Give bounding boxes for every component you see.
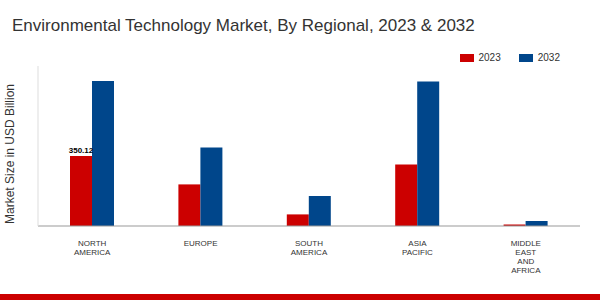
html-text:2023: 2023 bbox=[478, 52, 501, 63]
svg-text:MIDDLEEASTANDAFRICA: MIDDLEEASTANDAFRICA bbox=[511, 239, 541, 275]
svg-text:Market Size in USD Billion: Market Size in USD Billion bbox=[8, 84, 17, 224]
html-text:2032: 2032 bbox=[537, 52, 560, 63]
svg-text:NORTHAMERICA: NORTHAMERICA bbox=[74, 239, 111, 257]
svg-text:ASIAPACIFIC: ASIAPACIFIC bbox=[402, 239, 433, 257]
svg-text:350.12: 350.12 bbox=[69, 146, 94, 155]
svg-text:SOUTHAMERICA: SOUTHAMERICA bbox=[291, 239, 328, 257]
svg-text:EUROPE: EUROPE bbox=[184, 239, 218, 248]
html-text:Environmental Technology Marke: Environmental Technology Market, By Regi… bbox=[12, 16, 475, 35]
